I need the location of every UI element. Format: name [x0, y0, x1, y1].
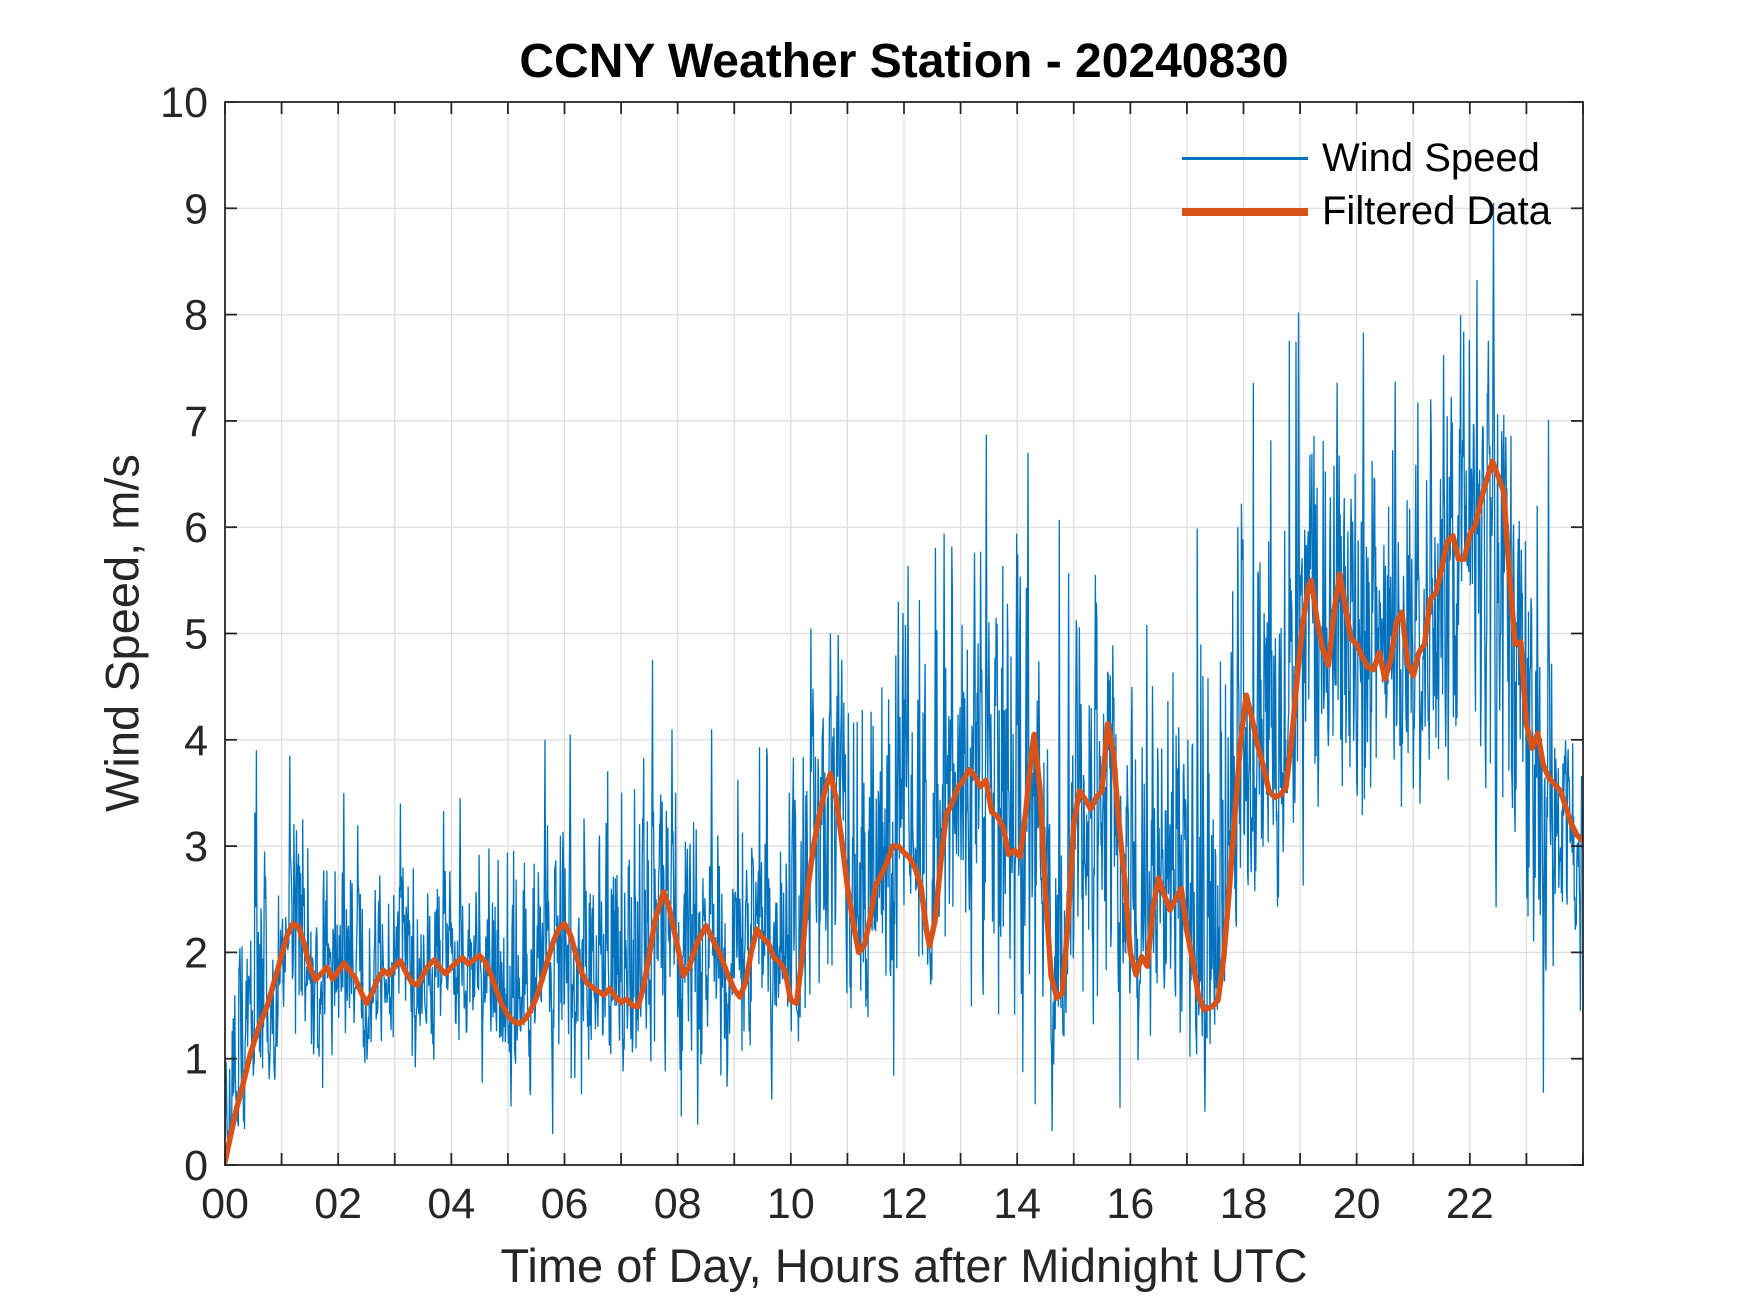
y-tick-label: 2: [184, 929, 208, 977]
legend-label-filtered-data: Filtered Data: [1322, 189, 1551, 233]
x-tick-label: 10: [767, 1180, 815, 1228]
x-tick-label: 08: [654, 1180, 702, 1228]
filtered-data-line: [225, 458, 1583, 1165]
legend-item-filtered-data: Filtered Data: [1182, 185, 1551, 238]
y-tick-label: 4: [184, 717, 208, 765]
x-tick-label: 14: [993, 1180, 1041, 1228]
x-tick-label: 02: [314, 1180, 362, 1228]
legend-label-wind-speed: Wind Speed: [1322, 136, 1540, 180]
y-tick-label: 0: [184, 1142, 208, 1190]
wind-speed-line: [225, 202, 1583, 1146]
y-tick-label: 8: [184, 292, 208, 340]
x-axis-label: Time of Day, Hours after Midnight UTC: [500, 1239, 1308, 1292]
y-tick-label: 1: [184, 1036, 208, 1084]
y-tick-label: 5: [184, 611, 208, 659]
x-tick-label: 22: [1446, 1180, 1494, 1228]
x-tick-label: 18: [1220, 1180, 1268, 1228]
blue-line-icon: [1182, 157, 1308, 160]
x-tick-label: 06: [541, 1180, 589, 1228]
y-axis-label: Wind Speed, m/s: [95, 454, 149, 812]
y-tick-label: 3: [184, 823, 208, 871]
chart-title: CCNY Weather Station - 20240830: [519, 35, 1289, 88]
x-tick-label: 04: [427, 1180, 475, 1228]
x-tick-label: 16: [1106, 1180, 1154, 1228]
filtered-data-line-sample: [1182, 207, 1308, 216]
x-tick-label: 00: [201, 1180, 249, 1228]
y-tick-label: 10: [160, 79, 208, 127]
y-tick-label: 6: [184, 504, 208, 552]
legend-item-wind-speed: Wind Speed: [1182, 132, 1551, 185]
orange-line-icon: [1182, 207, 1308, 216]
y-tick-label: 7: [184, 398, 208, 446]
x-tick-label: 12: [880, 1180, 928, 1228]
legend: Wind Speed Filtered Data: [1182, 132, 1551, 238]
x-tick-label: 20: [1333, 1180, 1381, 1228]
wind-speed-line-sample: [1182, 157, 1308, 160]
y-tick-label: 9: [184, 185, 208, 233]
